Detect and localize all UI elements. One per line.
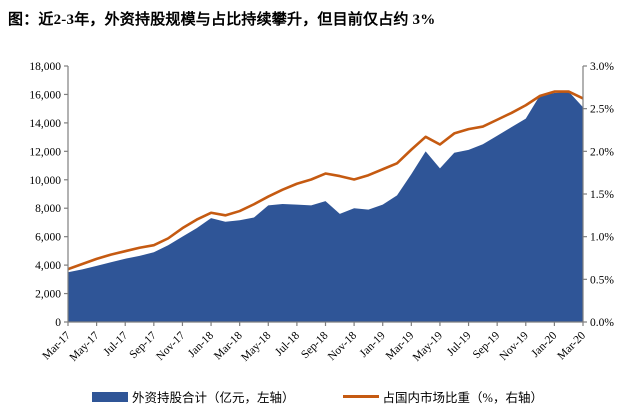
legend-item-ratio: 占国内市场比重（%，右轴） [342,387,543,406]
left-axis-label: 2,000 [35,289,61,301]
x-axis-label: Jan-18 [186,329,216,359]
right-axis-label: 1.5% [590,189,614,201]
x-axis-label: Jan-19 [358,329,388,359]
chart-legend: 外资持股合计（亿元，左轴） 占国内市场比重（%，右轴） [0,387,635,406]
line-series-swatch [342,395,379,398]
x-axis-label: Jul-19 [445,329,474,358]
area-series [68,91,583,322]
left-axis-label: 12,000 [29,146,61,158]
right-axis-label: 0.5% [590,274,614,286]
left-axis-label: 10,000 [29,175,61,187]
x-axis-label: Sep-18 [299,329,331,361]
chart-title: 图：近2-3年，外资持股规模与占比持续攀升，但目前仅占约 3% [8,12,436,28]
left-axis-label: 16,000 [29,89,61,101]
right-axis-label: 0.0% [590,317,614,329]
x-axis-label: Sep-17 [127,329,159,361]
left-axis-label: 6,000 [35,232,61,244]
left-axis-label: 0 [55,317,61,329]
left-axis-label: 18,000 [29,61,61,73]
x-axis-label: Jan-20 [529,329,559,359]
x-axis-label: Jul-18 [273,329,302,358]
legend-item-holdings: 外资持股合计（亿元，左轴） [92,387,295,406]
x-axis-label: Jul-17 [102,329,131,358]
x-axis-label: Sep-19 [471,329,503,361]
x-axis-label: Nov-18 [326,329,360,363]
left-axis-label: 4,000 [35,260,61,272]
x-axis-label: Mar-20 [555,329,588,362]
legend-label-ratio: 占国内市场比重（%，右轴） [382,391,543,405]
x-axis-label: May-18 [239,329,273,363]
area-series-swatch [92,391,129,402]
right-axis-label: 2.0% [590,146,614,158]
x-axis-label: Nov-17 [154,329,188,363]
line-series [67,90,584,271]
legend-label-holdings: 外资持股合计（亿元，左轴） [132,391,295,405]
x-axis-label: May-17 [67,329,101,363]
left-axis-label: 8,000 [35,203,61,215]
left-axis-label: 14,000 [29,118,61,130]
right-axis-label: 1.0% [590,232,614,244]
right-axis-label: 2.5% [590,104,614,116]
x-axis-label: May-19 [411,329,445,363]
x-axis-label: Nov-19 [498,329,532,363]
right-axis-label: 3.0% [590,61,614,73]
